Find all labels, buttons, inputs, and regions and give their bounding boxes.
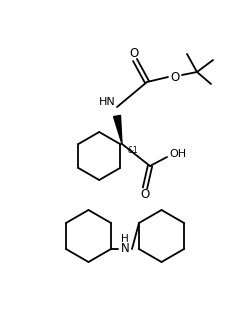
Text: O: O [140, 188, 149, 201]
Text: O: O [130, 46, 138, 60]
Text: &1: &1 [128, 146, 139, 154]
Text: HN: HN [98, 97, 116, 107]
Text: H: H [121, 234, 129, 244]
Text: O: O [170, 70, 179, 83]
Polygon shape [114, 115, 122, 144]
Text: OH: OH [170, 149, 186, 159]
Text: N: N [120, 243, 130, 256]
